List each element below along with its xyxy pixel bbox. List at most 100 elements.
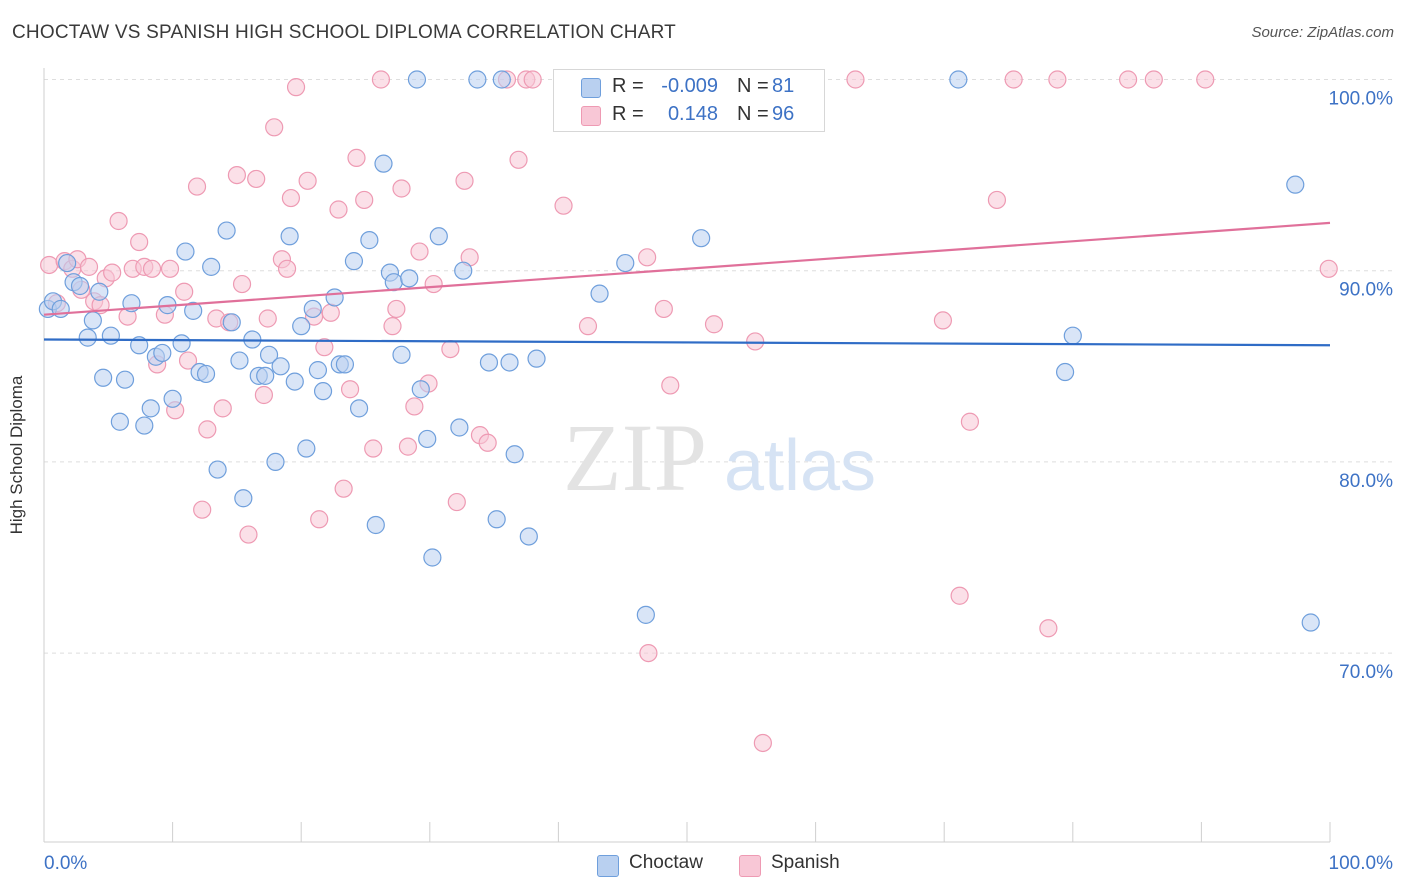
y-tick-label: 80.0% [1339,471,1393,492]
spanish-point [1144,70,1163,89]
spanish-point [277,259,297,278]
choctaw-point [141,399,160,418]
choctaw-point [256,366,275,385]
spanish-point [554,196,573,215]
spanish-point [160,259,180,278]
choctaw-point [280,227,299,246]
spanish-point [103,263,122,282]
choctaw-point [360,231,379,250]
legend-r-label: R = [612,103,644,125]
legend-r-value: -0.009 [661,75,718,97]
spanish-swatch [739,855,761,877]
choctaw-point [349,399,369,418]
legend-n-label: N = [737,103,769,125]
spanish-point [239,525,258,544]
choctaw-point [500,353,519,372]
choctaw-point [266,452,285,471]
choctaw-point [308,361,328,380]
spanish-point [329,200,348,219]
spanish-point [355,190,374,210]
axes [43,68,1331,843]
choctaw-point [313,382,333,401]
choctaw-point [335,355,355,374]
choctaw-point [374,154,393,173]
choctaw-point [527,349,546,368]
watermark-atlas: atlas [724,426,876,506]
spanish-point [455,171,474,190]
choctaw-point [101,326,120,345]
choctaw-point [303,299,322,319]
spanish-point [79,257,99,276]
choctaw-point [285,372,304,391]
spanish-point [478,433,497,452]
spanish-point [142,259,162,278]
choctaw-point [423,548,442,567]
spanish-point [410,242,429,261]
spanish-point [753,733,772,753]
choctaw-point [1055,362,1075,382]
choctaw-point [325,288,344,307]
choctaw-point [83,311,102,330]
choctaw-point [468,70,487,89]
x-tick-label: 100.0% [1329,853,1394,874]
y-tick-label: 70.0% [1339,662,1393,683]
spanish-point [213,399,232,418]
spanish-point [846,70,865,89]
spanish-point [398,437,418,456]
spanish-point [310,510,329,529]
spanish-point [1048,70,1067,89]
spanish-point [321,303,340,322]
watermark-zip: ZIP [563,404,707,511]
x-tick-label: 0.0% [44,853,87,874]
spanish-point [334,479,353,498]
choctaw-point [176,242,195,261]
spanish-point [227,166,246,185]
choctaw-trend-line [43,338,1331,347]
choctaw-point [1063,326,1082,345]
spanish-point [704,315,724,334]
legend-n-value: 96 [772,103,795,125]
spanish-point [950,586,969,605]
choctaw-point [259,345,279,364]
legend-row-spanish: R = 0.148 N = 96 [554,101,824,129]
choctaw-point [1301,613,1320,632]
spanish-point [960,412,980,431]
choctaw-point [172,334,191,353]
spanish-point [424,274,443,294]
choctaw-point [505,445,524,464]
choctaw-point [487,510,506,529]
spanish-point [405,397,424,416]
source-label: Source: ZipAtlas.com [1251,24,1394,41]
choctaw-point [184,301,203,320]
choctaw-point [135,416,154,435]
choctaw-point [616,253,635,273]
choctaw-point [344,252,364,271]
choctaw-point [292,317,311,336]
legend-r-value: 0.148 [667,103,718,125]
choctaw-point [115,370,135,389]
spanish-label: Spanish [771,852,840,873]
spanish-trend-line [43,221,1331,316]
choctaw-point [196,364,216,384]
choctaw-swatch [581,78,601,98]
spanish-swatch [581,106,601,126]
choctaw-point [153,343,172,363]
choctaw-swatch [597,855,619,877]
choctaw-point [78,328,97,347]
spanish-point [1196,70,1215,89]
legend-row-choctaw: R = -0.009 N = 81 [554,73,824,101]
choctaw-point [479,353,499,372]
spanish-point [987,190,1007,210]
y-tick-label: 100.0% [1329,89,1394,110]
legend-n-value: 81 [772,75,795,97]
choctaw-point [297,439,316,458]
choctaw-point [392,345,411,364]
spanish-point [315,338,334,357]
spanish-point [1039,619,1058,638]
spanish-point [298,171,317,190]
spanish-point [258,309,277,328]
choctaw-point [217,221,236,240]
spanish-point [40,255,59,275]
spanish-point [933,311,953,330]
